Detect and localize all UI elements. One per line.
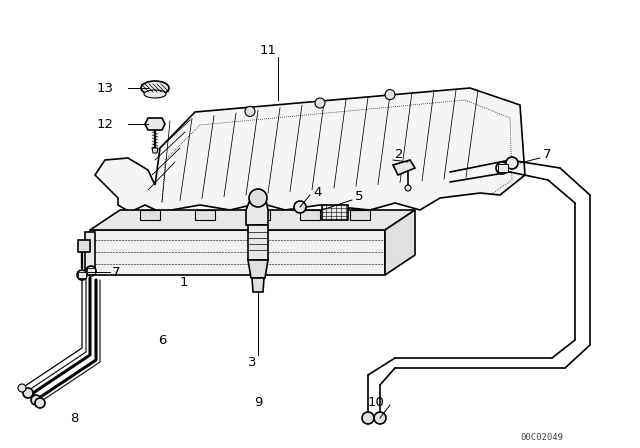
Ellipse shape [144, 90, 166, 98]
Circle shape [405, 185, 411, 191]
Circle shape [496, 162, 508, 174]
Bar [78, 272, 86, 278]
Circle shape [249, 189, 267, 207]
Polygon shape [78, 240, 90, 252]
Text: 2: 2 [395, 148, 403, 161]
Polygon shape [145, 118, 165, 130]
Polygon shape [350, 210, 370, 220]
Polygon shape [85, 232, 95, 272]
Text: 3: 3 [248, 356, 256, 369]
Polygon shape [393, 160, 415, 175]
Text: 13: 13 [97, 82, 114, 95]
Text: 10: 10 [368, 396, 385, 409]
Polygon shape [248, 225, 268, 260]
Polygon shape [95, 88, 525, 212]
Circle shape [385, 90, 395, 99]
Polygon shape [246, 200, 268, 225]
Text: 1: 1 [180, 276, 189, 289]
Circle shape [77, 270, 87, 280]
Polygon shape [300, 210, 320, 220]
Polygon shape [248, 260, 268, 278]
Polygon shape [90, 210, 415, 230]
Polygon shape [385, 210, 415, 275]
Text: 7: 7 [543, 148, 552, 161]
Polygon shape [152, 148, 158, 153]
Polygon shape [195, 210, 215, 220]
Circle shape [35, 398, 45, 408]
Circle shape [294, 201, 306, 213]
Text: 7: 7 [112, 266, 120, 279]
Text: 6: 6 [158, 333, 166, 346]
Bar [87, 268, 95, 274]
Circle shape [23, 388, 33, 398]
Polygon shape [252, 278, 264, 292]
Polygon shape [250, 210, 270, 220]
Circle shape [315, 98, 325, 108]
Circle shape [245, 107, 255, 116]
Text: 00C02049: 00C02049 [520, 433, 563, 442]
Circle shape [374, 412, 386, 424]
Bar [498, 164, 508, 172]
Text: 12: 12 [97, 117, 114, 130]
Polygon shape [90, 230, 385, 275]
Text: 11: 11 [259, 44, 276, 57]
Circle shape [31, 395, 41, 405]
Text: 8: 8 [70, 412, 78, 425]
Ellipse shape [141, 81, 169, 95]
Text: 9: 9 [254, 396, 262, 409]
Circle shape [506, 157, 518, 169]
Polygon shape [140, 210, 160, 220]
Polygon shape [322, 205, 348, 220]
Circle shape [362, 412, 374, 424]
Text: 5: 5 [355, 190, 364, 203]
Circle shape [86, 266, 96, 276]
Text: 4: 4 [313, 185, 321, 198]
Circle shape [18, 384, 26, 392]
